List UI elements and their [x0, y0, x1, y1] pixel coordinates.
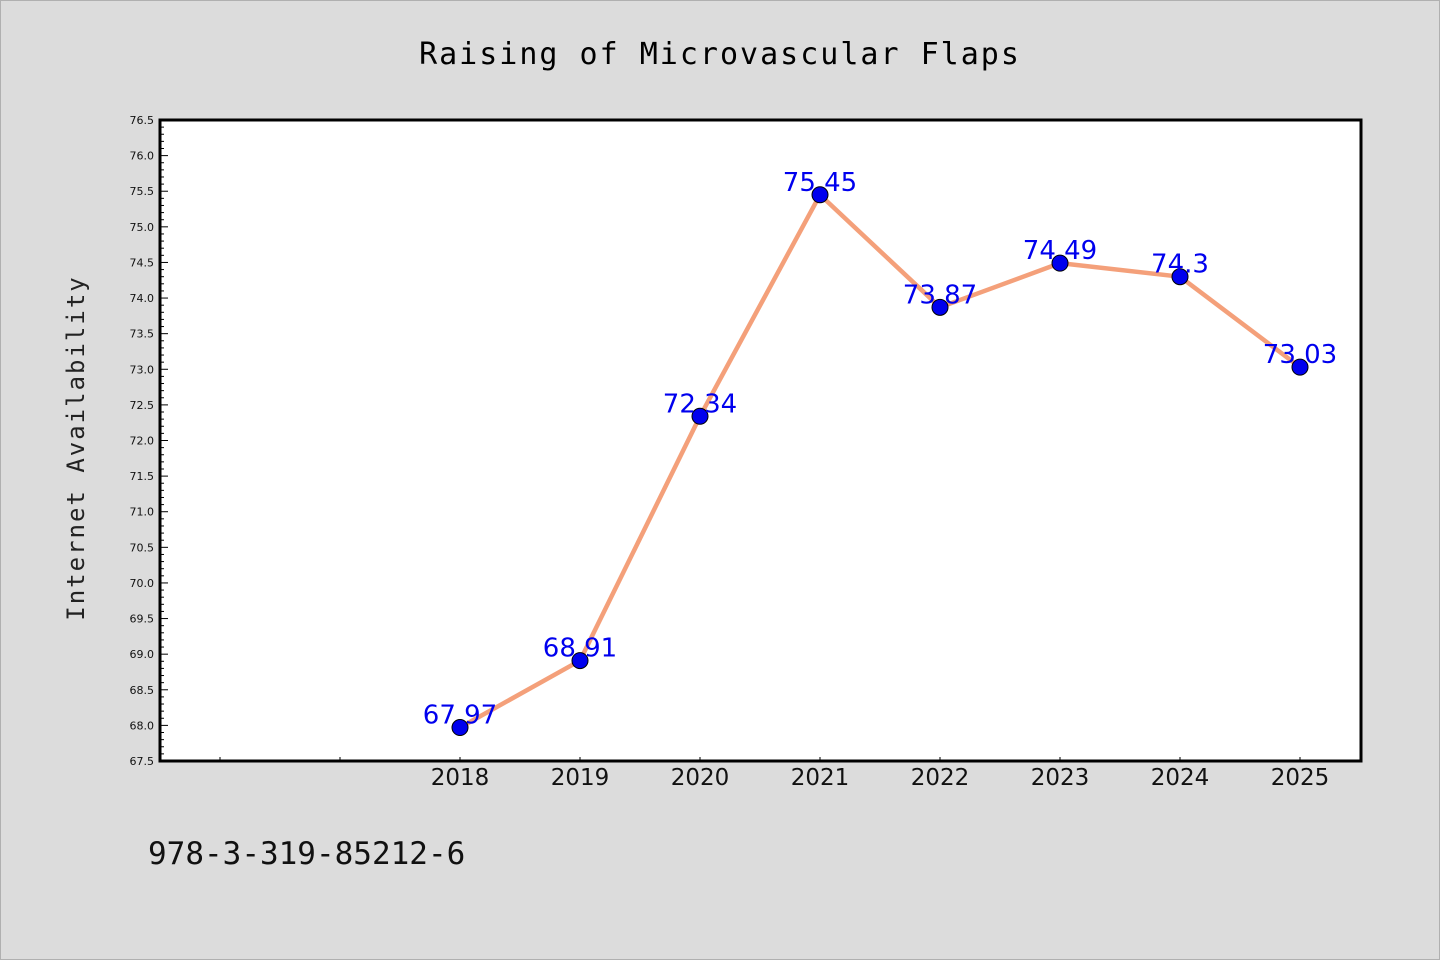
- y-tick-label: 76.5: [130, 114, 155, 127]
- data-point-marker: [1051, 254, 1069, 272]
- x-tick-label: 2024: [1151, 765, 1210, 791]
- y-tick-label: 69.0: [130, 648, 155, 661]
- x-axis-ticks: 2018 2019 2020 2021 2022 2023 2024 2025: [219, 757, 1330, 791]
- x-tick-label: 2021: [791, 765, 850, 791]
- y-tick-label: 73.0: [130, 363, 155, 376]
- data-markers: [451, 186, 1309, 737]
- y-tick-label: 71.5: [130, 470, 155, 483]
- y-tick-label: 70.0: [130, 577, 155, 590]
- x-tick-label: 2019: [551, 765, 610, 791]
- y-tick-label: 73.5: [130, 328, 155, 341]
- data-point-marker: [1171, 268, 1189, 286]
- y-tick-label: 72.5: [130, 399, 155, 412]
- y-tick-label: 68.0: [130, 719, 155, 732]
- x-tick-label: 2020: [671, 765, 730, 791]
- data-point-marker: [691, 407, 709, 425]
- data-point-marker: [811, 186, 829, 204]
- series-line: [457, 192, 1303, 730]
- y-tick-label: 67.5: [130, 755, 155, 768]
- y-tick-label: 76.0: [130, 150, 155, 163]
- x-tick-label: 2023: [1031, 765, 1090, 791]
- y-axis-label: Internet Availability: [62, 275, 90, 620]
- y-tick-label: 75.0: [130, 221, 155, 234]
- data-point-marker: [1291, 358, 1309, 376]
- y-tick-label: 75.5: [130, 185, 155, 198]
- data-label: 73.03: [1263, 340, 1337, 370]
- data-label: 74.3: [1151, 250, 1209, 280]
- y-tick-label: 72.0: [130, 435, 155, 448]
- footer-identifier: 978-3-319-85212-6: [148, 836, 465, 872]
- y-axis-ticks: 67.5 68.0 68.5 69.0 69.5 70.0 70.5 71.0 71.5 72.0…: [130, 114, 168, 768]
- data-labels: 67.97 68.91 72.34 75.45 73.87 74.49 74.3 73.03: [423, 168, 1337, 731]
- plot-area: [158, 118, 1363, 763]
- data-label: 72.34: [663, 389, 737, 419]
- y-tick-label: 74.5: [130, 256, 155, 269]
- data-point-marker: [571, 652, 589, 670]
- x-tick-label: 2018: [431, 765, 490, 791]
- y-tick-label: 71.0: [130, 506, 155, 519]
- chart-title: Raising of Microvascular Flaps: [419, 37, 1021, 72]
- data-label: 74.49: [1023, 236, 1097, 266]
- data-point-marker: [931, 298, 949, 316]
- data-label: 67.97: [423, 701, 497, 731]
- data-label: 68.91: [543, 634, 617, 664]
- data-label: 73.87: [903, 280, 977, 310]
- y-tick-label: 68.5: [130, 684, 155, 697]
- x-tick-label: 2025: [1271, 765, 1330, 791]
- data-label: 75.45: [783, 168, 857, 198]
- data-point-marker: [451, 719, 469, 737]
- y-tick-label: 74.0: [130, 292, 155, 305]
- y-tick-label: 70.5: [130, 541, 155, 554]
- series-line-group: [457, 192, 1303, 730]
- x-tick-label: 2022: [911, 765, 970, 791]
- y-tick-label: 69.5: [130, 613, 155, 626]
